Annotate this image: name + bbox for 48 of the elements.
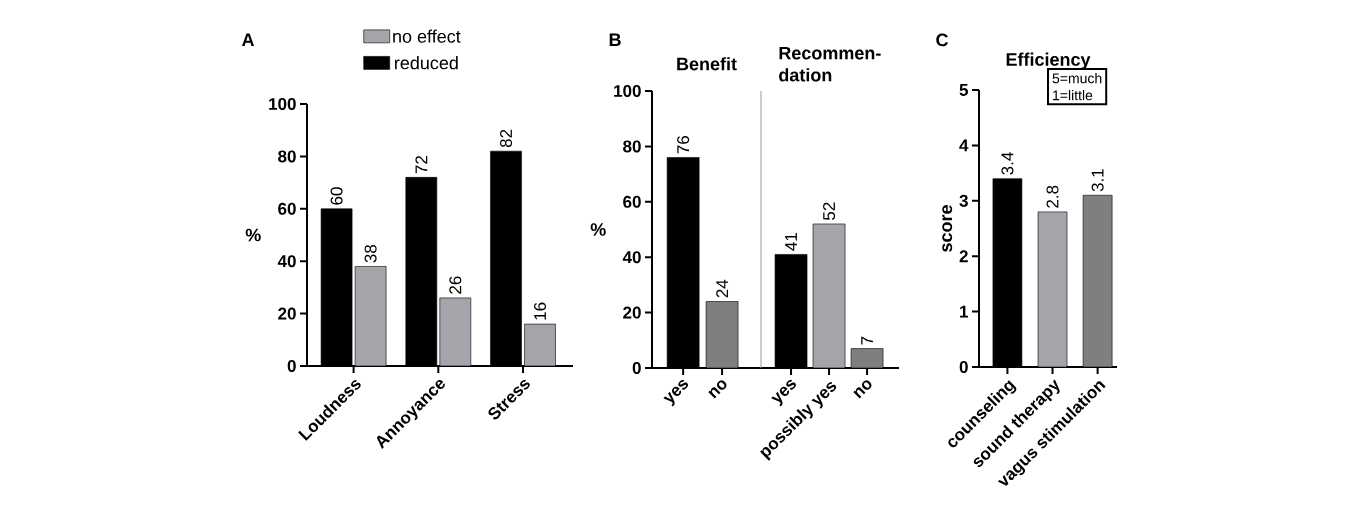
- text: B: [609, 33, 621, 46]
- legend-label: reduced: [395, 56, 458, 70]
- text: C: [936, 33, 949, 47]
- y-tick-label: 60: [278, 202, 296, 215]
- y-tick-label: 0: [959, 360, 968, 374]
- y-tick-label: 100: [614, 84, 641, 98]
- data-label: 52: [823, 202, 836, 220]
- y-tick-label: 3: [959, 194, 968, 207]
- data-label: 76: [677, 136, 690, 154]
- data-label: 3.1: [1091, 169, 1104, 192]
- y-tick-label: 2: [959, 250, 968, 263]
- data-label: 3.4: [1001, 152, 1014, 175]
- data-label: 2.8: [1046, 185, 1059, 208]
- data-label: 24: [716, 279, 729, 298]
- text: A: [241, 33, 255, 46]
- x-tick-label: no: [853, 380, 872, 399]
- annotation: 1=little: [1053, 90, 1093, 101]
- y-tick-label: 5: [959, 84, 969, 96]
- text: 5=much: [1052, 73, 1102, 84]
- y-tick-label: 20: [623, 306, 641, 319]
- y-axis-title: %: [590, 223, 606, 236]
- data-label: 16: [534, 302, 547, 320]
- chart-title: Efficiency: [1006, 52, 1091, 70]
- y-tick-label: 60: [623, 195, 641, 208]
- chart-title: Benefit: [677, 57, 737, 71]
- y-tick-label: 0: [287, 359, 296, 373]
- y-tick-label: 20: [278, 307, 296, 320]
- x-tick-label: yes: [663, 380, 689, 407]
- y-tick-label: 1: [960, 305, 969, 318]
- y-tick-label: 40: [277, 255, 296, 268]
- chart-title: Recommen-dation: [779, 46, 881, 82]
- x-tick-label: no: [708, 380, 727, 399]
- y-axis-title: %: [245, 228, 261, 242]
- y-tick-label: 100: [269, 97, 296, 111]
- data-label: 26: [449, 276, 462, 294]
- y-tick-label: 80: [623, 140, 641, 153]
- y-tick-label: 80: [278, 150, 296, 163]
- data-label: 82: [500, 129, 513, 148]
- data-label: 60: [330, 187, 343, 205]
- y-tick-label: 0: [632, 361, 641, 375]
- y-axis-title: score: [942, 205, 953, 252]
- data-label: 72: [415, 156, 428, 174]
- data-label: 7: [861, 336, 873, 345]
- data-label: 41: [785, 233, 797, 251]
- y-tick-label: 4: [959, 139, 969, 152]
- y-tick-label: 40: [622, 251, 641, 264]
- legend-label: no effect: [393, 29, 461, 43]
- data-label: 38: [364, 244, 377, 263]
